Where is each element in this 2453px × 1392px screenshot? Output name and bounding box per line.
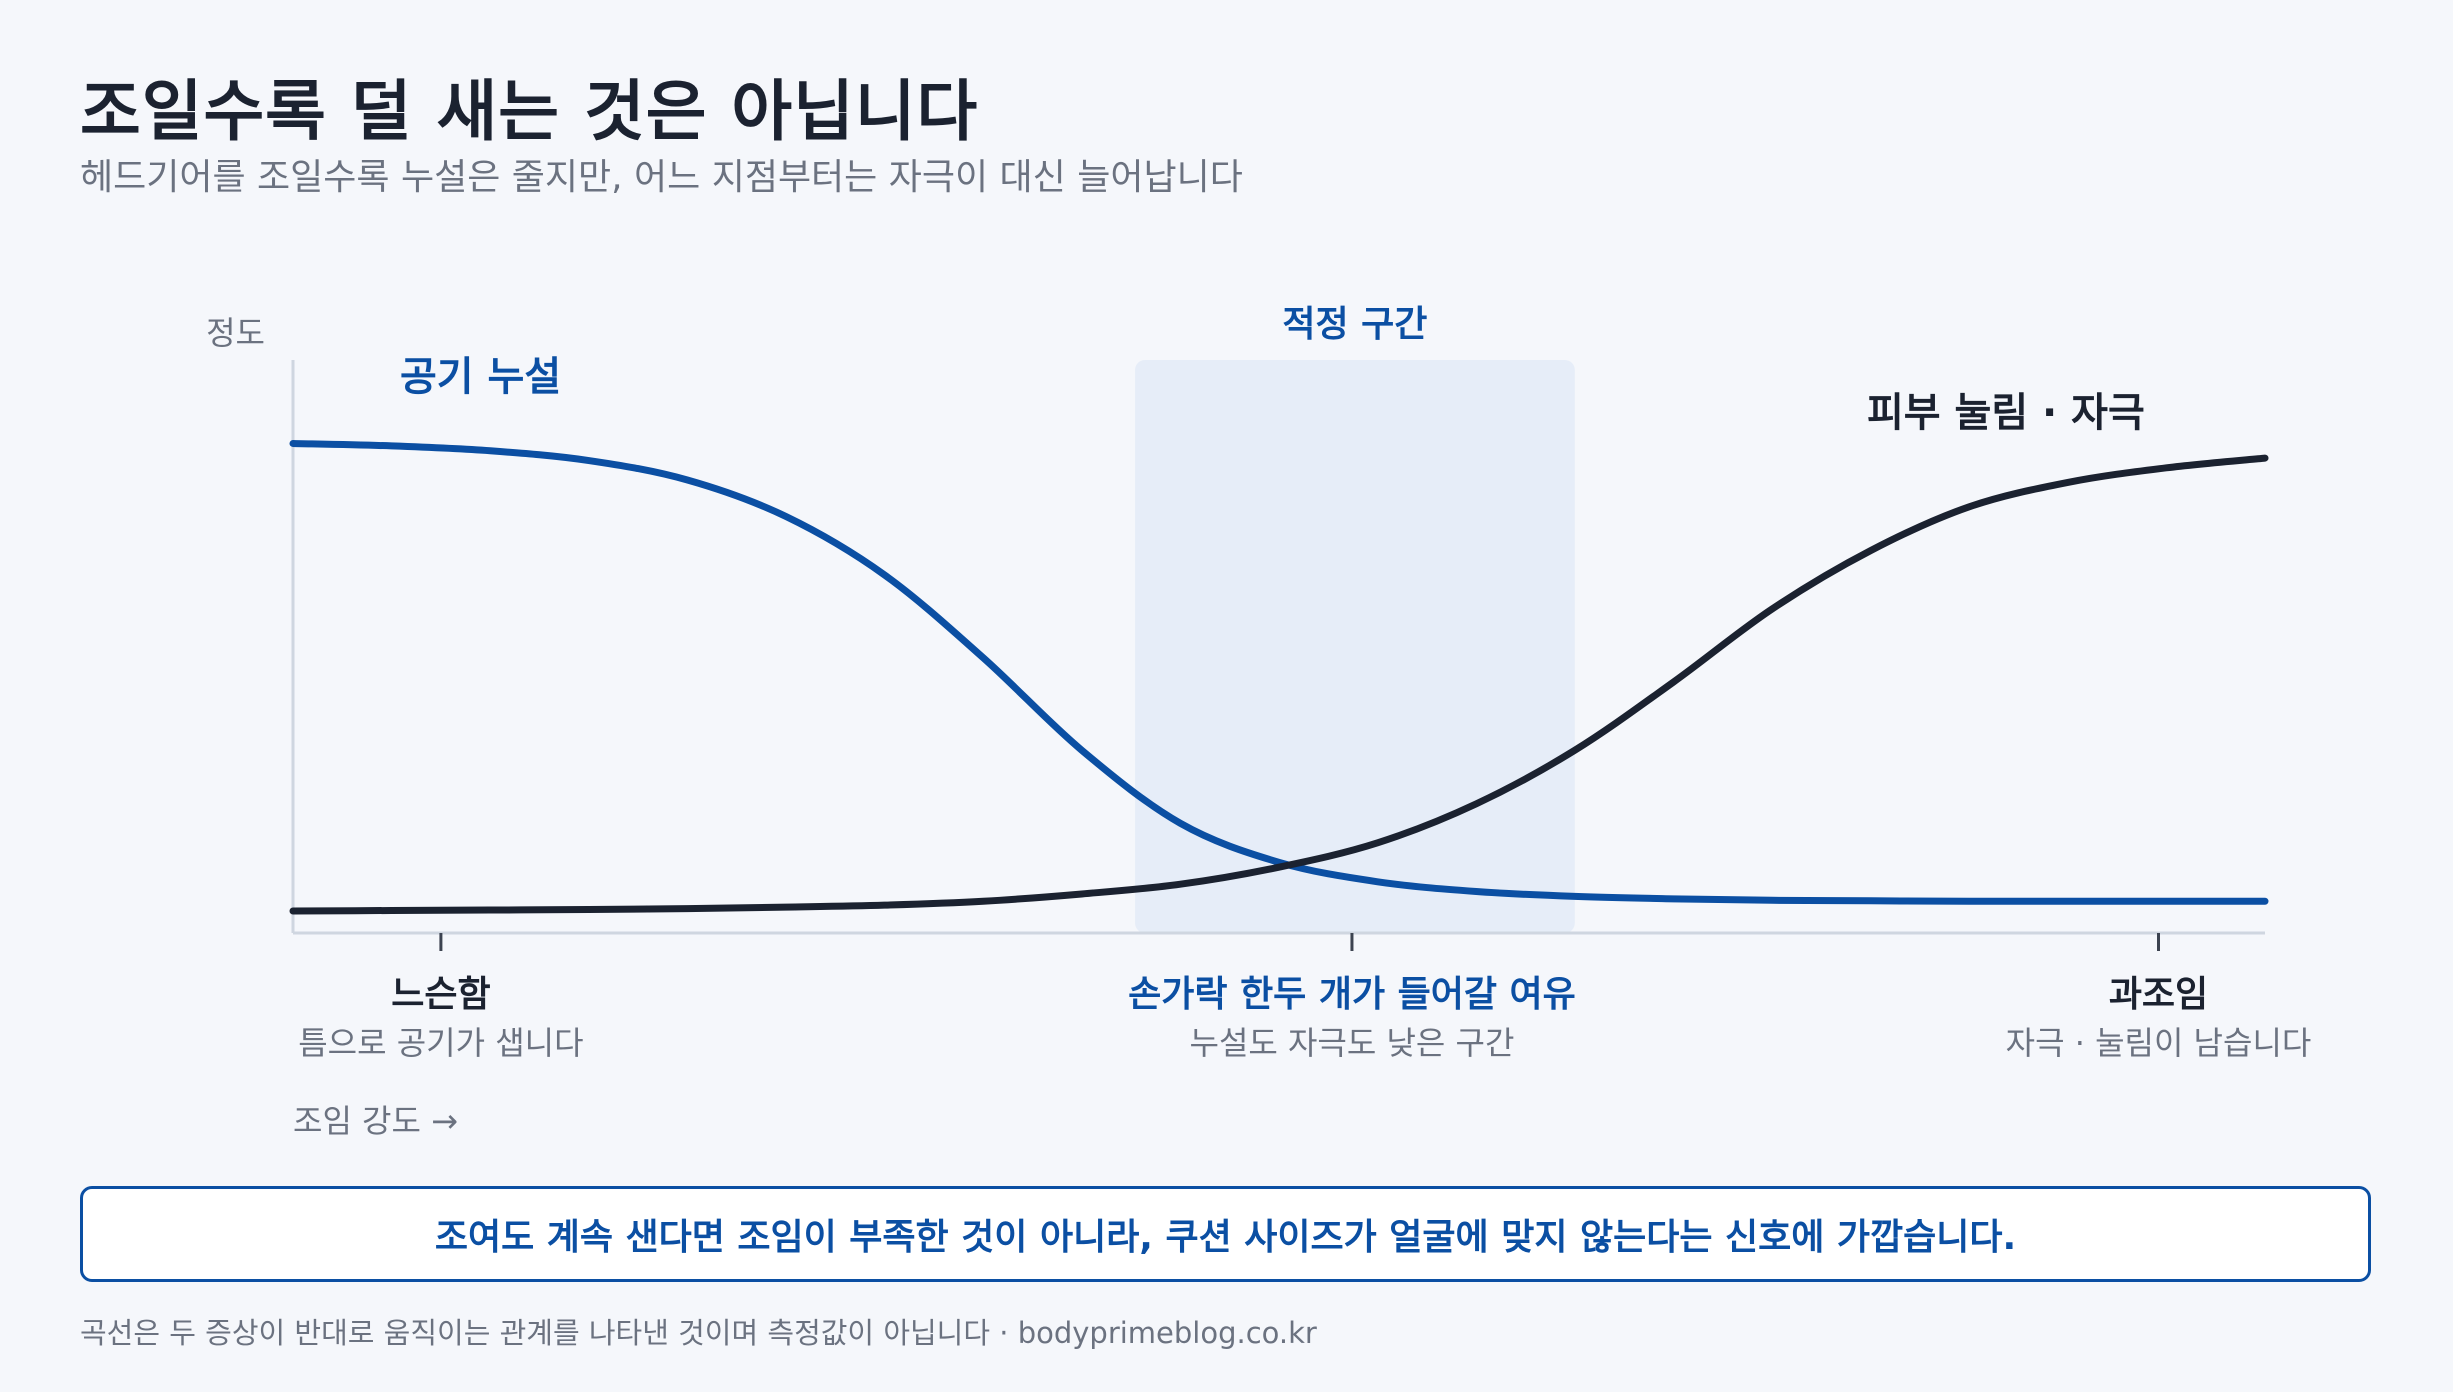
x-tick-label-2: 과조임 [2109,974,2208,1015]
x-axis-label: 조임 강도 → [293,1102,458,1140]
callout-box: 조여도 계속 샌다면 조임이 부족한 것이 아니라, 쿠션 사이즈가 얼굴에 맞… [80,1186,2371,1282]
page-subtitle: 헤드기어를 조일수록 누설은 줄지만, 어느 지점부터는 자극이 대신 늘어납니… [80,157,1243,198]
x-tick-sublabel-2: 자극 · 눌림이 남습니다 [2006,1024,2312,1062]
x-tick-label-0: 느슨함 [391,974,490,1015]
footnote: 곡선은 두 증상이 반대로 움직이는 관계를 나타낸 것이며 측정값이 아닙니다… [80,1316,1317,1350]
series-label-skin-irritation: 피부 눌림 · 자극 [1867,390,2145,436]
optimal-zone-label: 적정 구간 [1282,304,1427,345]
y-axis-label: 정도 [206,314,265,352]
series-label-air-leak: 공기 누설 [400,354,561,400]
page-title: 조일수록 덜 새는 것은 아닙니다 [80,73,979,150]
x-tick-sublabel-0: 틈으로 공기가 샙니다 [298,1024,583,1062]
x-tick-label-1: 손가락 한두 개가 들어갈 여유 [1128,974,1576,1015]
x-tick-sublabel-1: 누설도 자극도 낮은 구간 [1190,1024,1515,1062]
series-line-skin-irritation [289,454,2269,915]
callout-text: 조여도 계속 샌다면 조임이 부족한 것이 아니라, 쿠션 사이즈가 얼굴에 맞… [434,1217,2017,1258]
series-line-air-leak [289,439,2269,905]
optimal-zone-band [1135,360,1575,933]
